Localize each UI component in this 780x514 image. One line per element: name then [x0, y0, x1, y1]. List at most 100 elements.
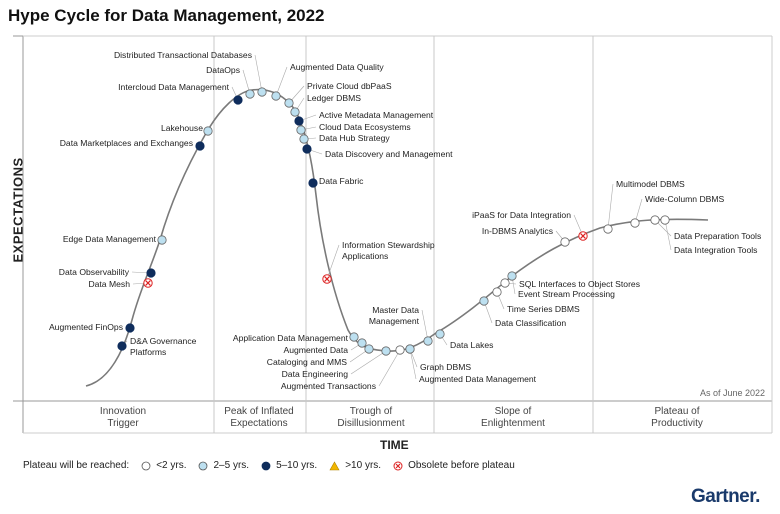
tech-marker[interactable] [117, 341, 127, 351]
phase-line2: Expectations [230, 418, 288, 429]
x-axis-label: TIME [380, 438, 409, 452]
leader-line [275, 66, 288, 97]
tech-marker[interactable] [302, 144, 312, 154]
tech-label: In-DBMS Analytics [482, 226, 553, 236]
tech-marker[interactable] [500, 278, 510, 288]
tech-label: Cataloging and MMS [267, 357, 348, 367]
tech-marker[interactable] [435, 329, 445, 339]
tech-marker[interactable] [578, 231, 588, 241]
tech-label: Wide-Column DBMS [645, 194, 725, 204]
phase-line1: Slope of [494, 406, 532, 417]
phase-line1: Plateau of [654, 406, 700, 417]
tech-marker[interactable] [322, 274, 332, 284]
tech-label: Augmented Data Management [419, 374, 537, 384]
tech-marker[interactable] [308, 178, 318, 188]
obsolete-x-icon [393, 461, 403, 470]
tech-label: Data Lakes [450, 340, 493, 350]
tech-marker[interactable] [271, 91, 281, 101]
tech-label: Event Stream Processing [518, 289, 615, 299]
leader-line [350, 350, 387, 375]
phase-slope: Slope of Enlightenment [460, 406, 566, 430]
tech-marker[interactable] [357, 338, 367, 348]
tech-marker[interactable] [650, 215, 660, 225]
tech-marker[interactable] [143, 278, 153, 288]
tech-label: Data Fabric [319, 176, 364, 186]
legend-item-2to5: 2–5 yrs. [198, 460, 249, 471]
tech-marker[interactable] [233, 95, 243, 105]
leader-line [254, 54, 263, 93]
legend: Plateau will be reached: <2 yrs. 2–5 yrs… [23, 460, 527, 471]
tech-label: Time Series DBMS [507, 304, 580, 314]
tech-marker[interactable] [507, 271, 517, 281]
tech-marker[interactable] [146, 268, 156, 278]
tech-marker[interactable] [296, 125, 306, 135]
legend-label: >10 yrs. [345, 460, 382, 471]
tech-label: Data Engineering [282, 369, 349, 379]
tech-marker[interactable] [660, 215, 670, 225]
tech-marker[interactable] [299, 134, 309, 144]
tech-label: Intercloud Data Management [118, 82, 229, 92]
tech-label: iPaaS for Data Integration [472, 210, 571, 220]
phase-trough: Trough of Disillusionment [318, 406, 424, 430]
tech-label: Data Integration Tools [674, 245, 757, 255]
tech-marker[interactable] [290, 107, 300, 117]
phase-innovation-trigger: Innovation Trigger [70, 406, 176, 430]
tech-marker[interactable] [630, 218, 640, 228]
tech-marker[interactable] [125, 323, 135, 333]
phase-line2: Disillusionment [337, 418, 405, 429]
tech-label: Applications [342, 251, 388, 261]
tech-marker[interactable] [284, 98, 294, 108]
tech-marker[interactable] [157, 235, 167, 245]
leader-line [607, 183, 614, 230]
tech-label: Management [369, 316, 420, 326]
tech-marker[interactable] [405, 344, 415, 354]
white-circle-icon [141, 461, 151, 470]
legend-item-obsolete: Obsolete before plateau [393, 460, 515, 471]
tech-label: Cloud Data Ecosystems [319, 122, 411, 132]
tech-marker[interactable] [395, 345, 405, 355]
tech-marker[interactable] [423, 336, 433, 346]
leader-line [409, 348, 417, 380]
leader-line [664, 219, 672, 251]
tech-marker[interactable] [245, 89, 255, 99]
tech-label: Graph DBMS [420, 362, 471, 372]
tech-label: Platforms [130, 347, 166, 357]
tech-label: Data Marketplaces and Exchanges [60, 138, 193, 148]
tech-marker[interactable] [381, 346, 391, 356]
tech-label: Application Data Management [233, 333, 349, 343]
legend-label: <2 yrs. [156, 460, 187, 471]
tech-marker[interactable] [257, 87, 267, 97]
tech-marker[interactable] [294, 116, 304, 126]
as-of-date: As of June 2022 [700, 388, 766, 398]
brand-name: Gartner [691, 486, 756, 507]
tech-label: Data Preparation Tools [674, 231, 761, 241]
phase-line1: Peak of Inflated [224, 406, 294, 417]
tech-label: Data Discovery and Management [325, 149, 453, 159]
leader-line [378, 349, 401, 387]
tech-marker[interactable] [479, 296, 489, 306]
legend-label: 5–10 yrs. [276, 460, 318, 471]
tech-label: DataOps [206, 65, 240, 75]
tech-label: Data Mesh [88, 279, 130, 289]
legend-intro: Plateau will be reached: [23, 460, 130, 471]
tech-marker[interactable] [203, 126, 213, 136]
phase-peak: Peak of Inflated Expectations [206, 406, 312, 430]
tech-marker[interactable] [560, 237, 570, 247]
tech-label: Lakehouse [161, 123, 203, 133]
tech-marker[interactable] [349, 332, 359, 342]
light-blue-circle-icon [199, 461, 208, 470]
tech-marker[interactable] [195, 141, 205, 151]
tech-marker[interactable] [364, 344, 374, 354]
legend-item-lt2: <2 yrs. [141, 460, 186, 471]
tech-label: Multimodel DBMS [616, 179, 685, 189]
gartner-logo: Gartner. [691, 486, 760, 507]
page-title: Hype Cycle for Data Management, 2022 [8, 6, 325, 25]
tech-label: Private Cloud dbPaaS [307, 81, 392, 91]
phase-line1: Innovation [99, 406, 147, 417]
phase-line2: Trigger [107, 418, 139, 429]
legend-item-gt10: >10 yrs. [329, 460, 381, 471]
leader-line [421, 309, 429, 342]
tech-marker[interactable] [492, 287, 502, 297]
tech-marker[interactable] [603, 224, 613, 234]
